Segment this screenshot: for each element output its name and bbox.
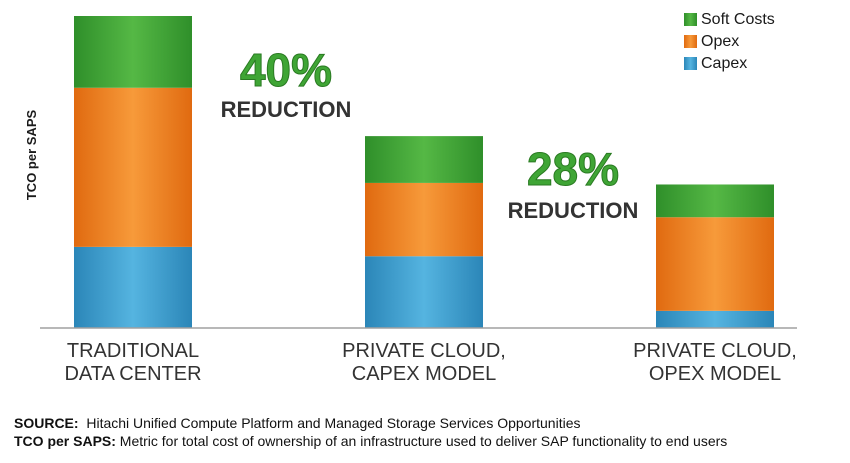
reduction-percent-2: 28% <box>527 143 619 195</box>
bar-opex-1 <box>74 87 192 247</box>
y-axis-label: TCO per SAPS <box>24 110 39 201</box>
bar-soft-costs-2 <box>365 136 483 183</box>
bar-soft-costs-1 <box>74 16 192 88</box>
reduction-percent-1: 40% <box>240 44 332 96</box>
bar-opex-2 <box>365 182 483 257</box>
legend-label-soft-costs: Soft Costs <box>701 11 775 28</box>
legend-label-capex: Capex <box>701 55 747 72</box>
definition-text: Metric for total cost of ownership of an… <box>119 433 728 449</box>
legend-swatch-soft-costs <box>684 13 697 26</box>
footnotes: SOURCE: Hitachi Unified Compute Platform… <box>14 414 844 450</box>
reduction-label-1: REDUCTION <box>221 97 352 122</box>
bar-soft-costs-3 <box>656 184 774 218</box>
bar-capex-2 <box>365 256 483 328</box>
bar-opex-3 <box>656 217 774 311</box>
x-tick-label-2: PRIVATE CLOUD, CAPEX MODEL <box>342 340 506 385</box>
definition-label: TCO per SAPS: <box>14 433 116 449</box>
x-tick-label-1: TRADITIONAL DATA CENTER <box>64 340 201 385</box>
source-label: SOURCE: <box>14 415 79 431</box>
x-tick-label-3: PRIVATE CLOUD, OPEX MODEL <box>633 340 797 385</box>
legend-swatch-opex <box>684 35 697 48</box>
legend-label-opex: Opex <box>701 33 739 50</box>
reduction-label-2: REDUCTION <box>508 198 639 223</box>
stacked-bar-chart: TCO per SAPS TRADITIONAL DATA CENTER PRIVA… <box>24 11 797 385</box>
bar-capex-1 <box>74 246 192 328</box>
source-text: Hitachi Unified Compute Platform and Man… <box>86 415 581 431</box>
definition-note: TCO per SAPS: Metric for total cost of o… <box>14 432 844 450</box>
legend-swatch-capex <box>684 57 697 70</box>
source-note: SOURCE: Hitachi Unified Compute Platform… <box>14 414 844 432</box>
bar-capex-3 <box>656 310 774 328</box>
